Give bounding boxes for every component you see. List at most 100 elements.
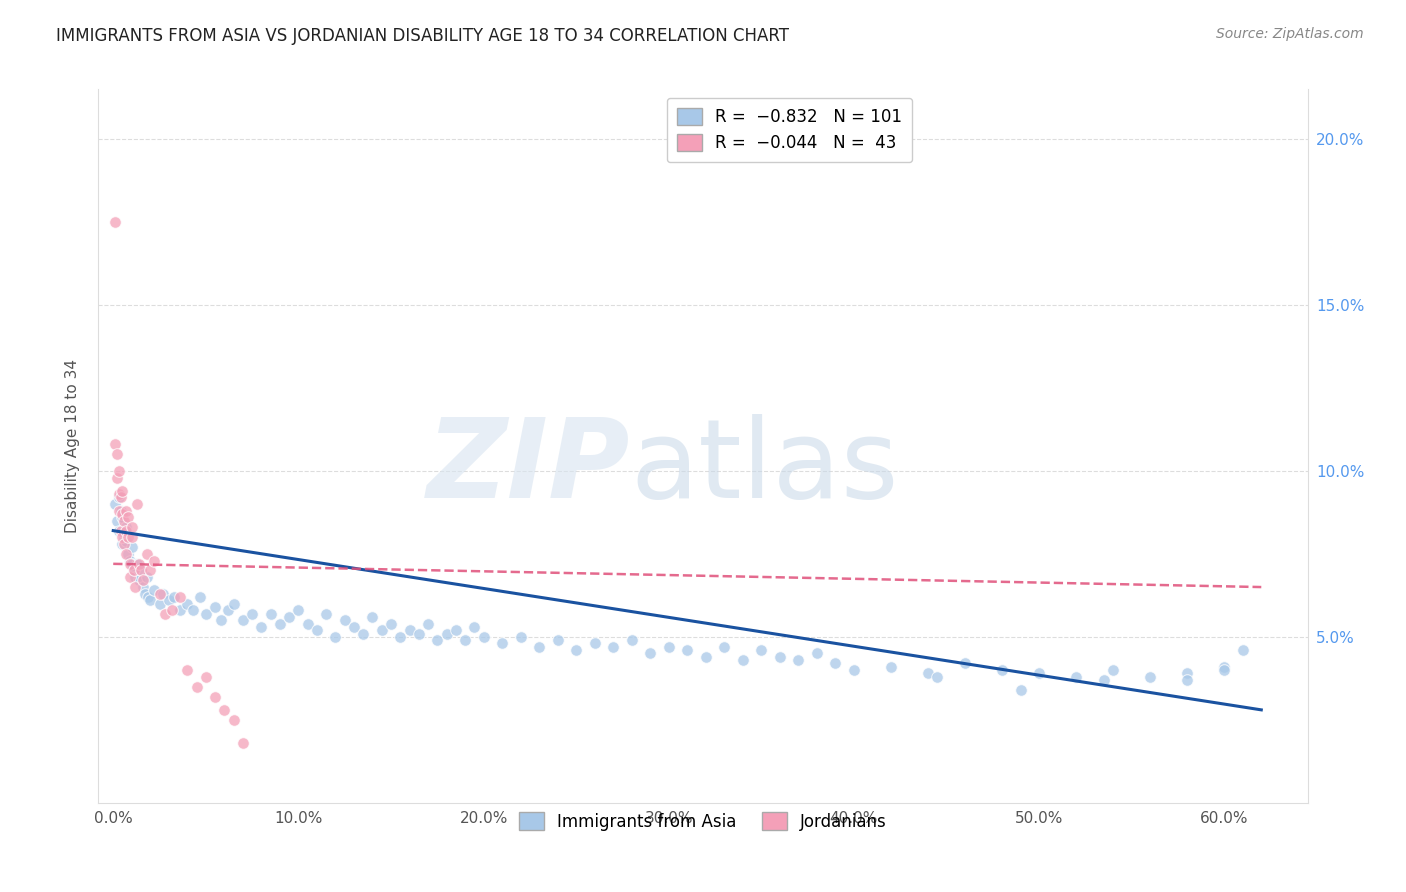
Point: [380, 616, 402, 631]
Point: [148, 597, 170, 611]
Point: [333, 613, 356, 627]
Point: [1213, 659, 1236, 673]
Point: [111, 537, 134, 551]
Point: [188, 590, 211, 604]
Point: [152, 587, 174, 601]
Point: [398, 624, 420, 638]
Point: [806, 647, 828, 661]
Text: atlas: atlas: [630, 414, 898, 521]
Point: [917, 666, 939, 681]
Point: [527, 640, 550, 654]
Point: [658, 640, 681, 654]
Point: [713, 640, 735, 654]
Point: [157, 593, 180, 607]
Point: [111, 530, 134, 544]
Point: [148, 587, 170, 601]
Point: [132, 574, 155, 588]
Point: [181, 603, 204, 617]
Point: [408, 626, 430, 640]
Text: IMMIGRANTS FROM ASIA VS JORDANIAN DISABILITY AGE 18 TO 34 CORRELATION CHART: IMMIGRANTS FROM ASIA VS JORDANIAN DISABI…: [56, 27, 789, 45]
Point: [731, 653, 754, 667]
Point: [371, 624, 394, 638]
Point: [139, 564, 162, 578]
Point: [1175, 673, 1198, 687]
Point: [824, 657, 846, 671]
Point: [749, 643, 772, 657]
Point: [111, 483, 134, 498]
Point: [135, 547, 157, 561]
Point: [1102, 663, 1125, 677]
Point: [426, 633, 449, 648]
Point: [115, 533, 138, 548]
Point: [194, 607, 217, 621]
Point: [104, 215, 127, 229]
Point: [240, 607, 263, 621]
Point: [112, 537, 135, 551]
Point: [122, 564, 145, 578]
Point: [121, 540, 143, 554]
Point: [128, 557, 150, 571]
Point: [129, 564, 152, 578]
Point: [583, 636, 606, 650]
Point: [110, 491, 132, 505]
Point: [389, 630, 412, 644]
Text: Source: ZipAtlas.com: Source: ZipAtlas.com: [1216, 27, 1364, 41]
Point: [325, 630, 347, 644]
Legend: Immigrants from Asia, Jordanians: Immigrants from Asia, Jordanians: [512, 805, 894, 838]
Point: [118, 553, 141, 567]
Point: [112, 530, 135, 544]
Point: [127, 497, 149, 511]
Point: [787, 653, 810, 667]
Point: [620, 633, 643, 648]
Point: [676, 643, 699, 657]
Point: [124, 580, 146, 594]
Point: [509, 630, 531, 644]
Point: [991, 663, 1014, 677]
Point: [927, 670, 949, 684]
Point: [250, 620, 273, 634]
Point: [444, 624, 467, 638]
Point: [305, 624, 328, 638]
Point: [1010, 682, 1032, 697]
Point: [343, 620, 366, 634]
Point: [117, 530, 139, 544]
Point: [124, 570, 146, 584]
Point: [842, 663, 865, 677]
Point: [352, 626, 374, 640]
Point: [436, 626, 458, 640]
Point: [222, 713, 245, 727]
Point: [222, 597, 245, 611]
Point: [204, 690, 226, 704]
Point: [121, 530, 143, 544]
Point: [128, 574, 150, 588]
Point: [547, 633, 569, 648]
Point: [232, 736, 254, 750]
Point: [153, 607, 176, 621]
Point: [1028, 666, 1050, 681]
Point: [107, 487, 129, 501]
Point: [110, 504, 132, 518]
Point: [186, 680, 208, 694]
Text: ZIP: ZIP: [427, 414, 630, 521]
Point: [209, 613, 232, 627]
Point: [115, 504, 138, 518]
Point: [121, 557, 143, 571]
Point: [107, 504, 129, 518]
Point: [204, 599, 226, 614]
Point: [769, 649, 792, 664]
Point: [695, 649, 717, 664]
Point: [169, 590, 191, 604]
Point: [361, 610, 384, 624]
Point: [287, 603, 309, 617]
Point: [117, 510, 139, 524]
Point: [1175, 666, 1198, 681]
Point: [121, 520, 143, 534]
Point: [1092, 673, 1115, 687]
Point: [115, 547, 138, 561]
Point: [105, 470, 128, 484]
Point: [214, 703, 236, 717]
Point: [217, 603, 239, 617]
Point: [297, 616, 319, 631]
Point: [880, 659, 903, 673]
Point: [259, 607, 281, 621]
